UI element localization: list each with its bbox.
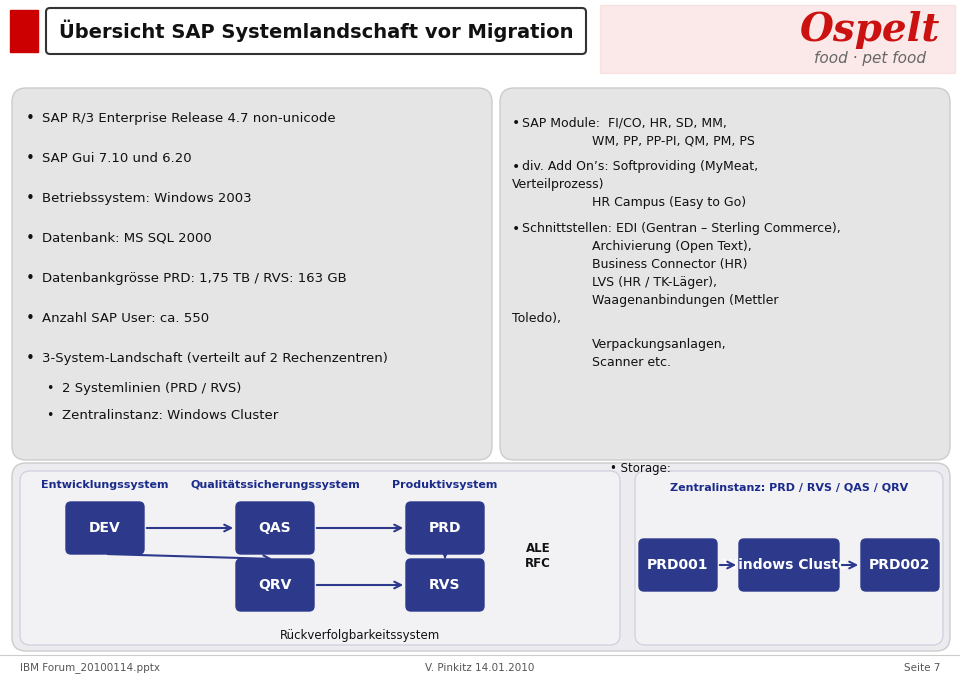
Text: div. Add On’s: Softproviding (MyMeat,: div. Add On’s: Softproviding (MyMeat, [522, 160, 758, 173]
FancyBboxPatch shape [12, 88, 492, 460]
Text: • Storage:: • Storage: [610, 462, 671, 475]
Text: HR Campus (Easy to Go): HR Campus (Easy to Go) [592, 196, 746, 209]
Text: •: • [46, 382, 54, 395]
Text: Produktivsystem: Produktivsystem [393, 480, 497, 490]
Text: •: • [26, 271, 35, 286]
FancyBboxPatch shape [66, 502, 144, 554]
Text: Rückverfolgbarkeitssystem: Rückverfolgbarkeitssystem [280, 630, 440, 643]
Text: PRD001: PRD001 [647, 558, 708, 572]
Text: Seite 7: Seite 7 [903, 663, 940, 673]
FancyBboxPatch shape [236, 559, 314, 611]
Text: •: • [512, 160, 520, 174]
FancyBboxPatch shape [46, 8, 586, 54]
FancyBboxPatch shape [635, 471, 943, 645]
Text: RVS: RVS [429, 578, 461, 592]
FancyBboxPatch shape [406, 559, 484, 611]
Text: •: • [26, 230, 35, 245]
Text: DEV: DEV [89, 521, 121, 535]
Text: •: • [26, 190, 35, 205]
Text: LVS (HR / TK-Läger),: LVS (HR / TK-Läger), [592, 276, 717, 289]
Text: Betriebssystem: Windows 2003: Betriebssystem: Windows 2003 [42, 192, 252, 205]
Text: Waagenanbindungen (Mettler: Waagenanbindungen (Mettler [592, 294, 779, 307]
Text: Zentralinstanz: PRD / RVS / QAS / QRV: Zentralinstanz: PRD / RVS / QAS / QRV [670, 482, 908, 492]
Text: Datenbank: MS SQL 2000: Datenbank: MS SQL 2000 [42, 232, 212, 245]
Text: ALE
RFC: ALE RFC [525, 542, 551, 570]
Text: QAS: QAS [258, 521, 291, 535]
Text: Verteilprozess): Verteilprozess) [512, 178, 605, 191]
Text: •: • [512, 222, 520, 236]
Text: Windows Cluster: Windows Cluster [724, 558, 854, 572]
Text: PRD: PRD [429, 521, 461, 535]
Text: SAP R/3 Enterprise Release 4.7 non-unicode: SAP R/3 Enterprise Release 4.7 non-unico… [42, 112, 336, 125]
Text: •: • [26, 310, 35, 325]
Text: Übersicht SAP Systemlandschaft vor Migration: Übersicht SAP Systemlandschaft vor Migra… [59, 20, 573, 42]
Text: QRV: QRV [258, 578, 292, 592]
Text: Zentralinstanz: Windows Cluster: Zentralinstanz: Windows Cluster [62, 408, 278, 421]
Text: •: • [26, 351, 35, 366]
Text: Archivierung (Open Text),: Archivierung (Open Text), [592, 240, 752, 253]
FancyBboxPatch shape [639, 539, 717, 591]
FancyBboxPatch shape [236, 502, 314, 554]
FancyBboxPatch shape [739, 539, 839, 591]
Text: Toledo),: Toledo), [512, 312, 561, 325]
Text: Scanner etc.: Scanner etc. [592, 356, 671, 369]
FancyBboxPatch shape [20, 471, 620, 645]
Text: 2 Systemlinien (PRD / RVS): 2 Systemlinien (PRD / RVS) [62, 382, 241, 395]
FancyBboxPatch shape [861, 539, 939, 591]
Text: SAP Module:  FI/CO, HR, SD, MM,: SAP Module: FI/CO, HR, SD, MM, [522, 116, 727, 129]
Text: Schnittstellen: EDI (Gentran – Sterling Commerce),: Schnittstellen: EDI (Gentran – Sterling … [522, 222, 841, 235]
Bar [600, 5, 955, 73]
Text: Ospelt: Ospelt [800, 11, 940, 49]
Text: WM, PP, PP-PI, QM, PM, PS: WM, PP, PP-PI, QM, PM, PS [592, 134, 755, 147]
Text: Business Connector (HR): Business Connector (HR) [592, 258, 748, 271]
Text: V. Pinkitz 14.01.2010: V. Pinkitz 14.01.2010 [425, 663, 535, 673]
FancyBboxPatch shape [12, 463, 950, 651]
Text: IBM Forum_20100114.pptx: IBM Forum_20100114.pptx [20, 662, 160, 673]
FancyBboxPatch shape [406, 502, 484, 554]
Text: •: • [26, 151, 35, 166]
Text: •: • [26, 110, 35, 125]
Text: Entwicklungssystem: Entwicklungssystem [41, 480, 169, 490]
Text: PRD002: PRD002 [869, 558, 931, 572]
Text: •: • [46, 408, 54, 421]
Text: Qualitätssicherungssystem: Qualitätssicherungssystem [190, 480, 360, 490]
FancyBboxPatch shape [500, 88, 950, 460]
Text: food · pet food: food · pet food [814, 51, 926, 66]
Text: Verpackungsanlagen,: Verpackungsanlagen, [592, 338, 727, 351]
Text: •: • [512, 116, 520, 130]
Text: Anzahl SAP User: ca. 550: Anzahl SAP User: ca. 550 [42, 312, 209, 325]
Bar [10, 10, 38, 52]
Text: Datenbankgrösse PRD: 1,75 TB / RVS: 163 GB: Datenbankgrösse PRD: 1,75 TB / RVS: 163 … [42, 271, 347, 284]
Text: 3-System-Landschaft (verteilt auf 2 Rechenzentren): 3-System-Landschaft (verteilt auf 2 Rech… [42, 351, 388, 364]
Text: SAP Gui 7.10 und 6.20: SAP Gui 7.10 und 6.20 [42, 151, 192, 164]
